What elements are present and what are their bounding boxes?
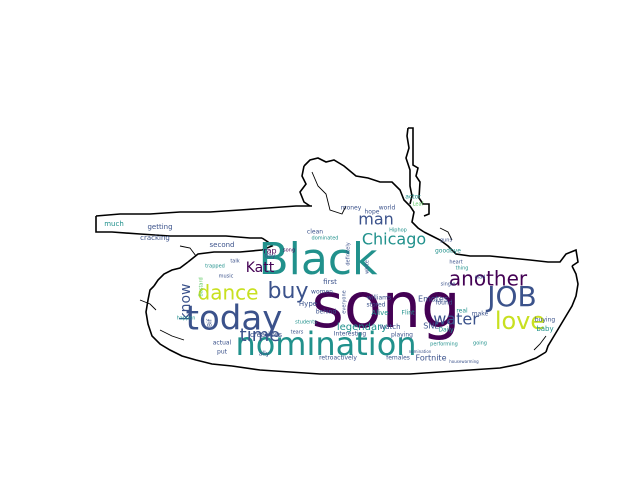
word-know: know [178,284,194,321]
word-retroactively: retroactively [319,355,357,362]
word-ally: ally [259,351,270,358]
word-definitely: definitely [346,242,352,265]
word-leaf: Leaf [413,202,424,208]
word-love: love [495,307,545,335]
word-actual: actual [213,340,232,347]
word-nomination: nomination [409,349,432,354]
word-creatives: creatives [250,331,282,339]
word-hype: Hype [299,300,317,308]
word-day: day [264,253,275,260]
word-interesting: Interesting [334,331,367,338]
word-buy: buy [268,279,309,304]
word-found: found [435,300,452,307]
word-rap: rap [263,247,276,256]
word-students: students [295,320,317,326]
word-trapped: trapped [205,264,225,270]
word-first: first [323,278,337,286]
word-glad: glad [475,275,486,281]
word-white: white [365,260,371,274]
word-heart: heart [449,260,462,266]
word-playing: playing [391,332,413,339]
word-job: JOB [485,280,537,313]
word-behind: behind [316,309,337,316]
word-getting: getting [147,223,172,231]
word-performing: performing [430,342,458,348]
word-make: make [472,311,489,318]
word-williams: williams [367,295,391,302]
word-today: today [186,299,283,339]
word-song: song [312,269,461,342]
word-stored: stored [367,302,386,309]
word-hope: hope [365,209,380,216]
word-women: women [311,289,333,296]
word-chicago: Chicago [362,230,426,249]
word-thing: thing [456,266,469,272]
word-everyone: everyone [342,290,348,313]
tank-silhouette-outline [95,127,579,375]
word-talk: talk [230,259,239,265]
word-buying: buying [535,317,556,324]
word-song: song [283,248,295,254]
word-baby: baby [536,325,553,333]
word-actor: actor [405,194,421,201]
word-goodbye: goodbye [435,248,461,255]
word-alive: Alive [371,309,388,317]
word-money: money [341,205,362,212]
word-much: much [104,220,124,228]
word-hiphop: Hiphop [389,228,407,234]
word-guns: guns [440,238,453,244]
word-daily: Daily [438,327,454,334]
word-emotes: Emotes [418,295,448,304]
word-females: females [386,355,410,362]
word-music: music [219,274,234,280]
word-bif: Bif [207,318,214,327]
word-single: single [441,282,456,288]
word-happen: happen [177,316,196,322]
word-katt: Katt [246,260,275,276]
word-water: water [433,310,479,329]
word-dominated: dominated [312,236,339,242]
word-tears: tears [291,330,304,336]
word-flint: Flint [402,310,416,317]
word-nomination: nomination [235,325,416,363]
word-time: time [240,325,281,346]
word-dance: dance [198,281,259,305]
word-black: Black [258,234,378,285]
word-clean: clean [307,229,323,236]
word-legendary: legendary [337,322,387,333]
word-man: man [358,210,394,229]
word-fortnite: Fortnite [416,354,447,363]
word-going: going [473,341,487,347]
tank-outline-detail [139,171,547,351]
word-watch: watch [379,323,400,331]
word-real: real [456,308,468,315]
word-second: second [210,241,235,249]
word-cracking: cracking [140,234,170,242]
word-another: another [449,267,528,291]
word-bastard: Bastard [199,277,205,296]
word-housewarming: housewarming [449,359,479,364]
word-put: put [217,349,228,356]
word-world: world [379,205,396,212]
word-snl: SNL [423,322,439,331]
